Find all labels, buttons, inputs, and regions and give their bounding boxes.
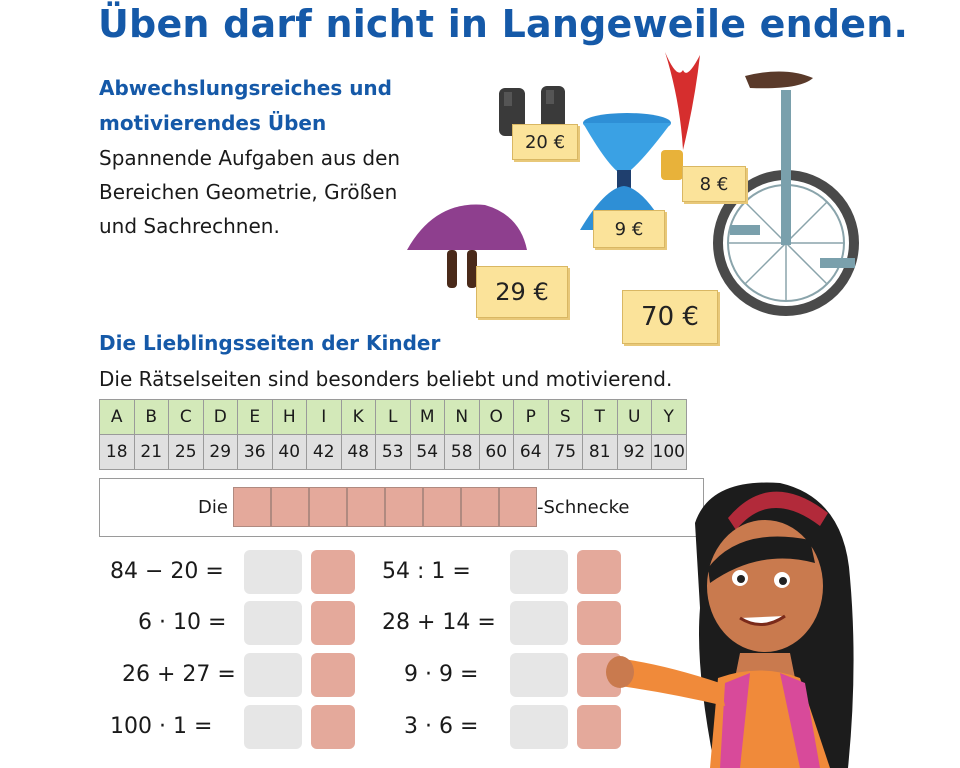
letter-box[interactable] — [311, 653, 355, 697]
cipher-letter: L — [375, 399, 411, 435]
section2-text: Die Rätselseiten sind besonders beliebt … — [99, 367, 673, 391]
price-tag-70: 70 € — [622, 290, 718, 344]
answer-cell[interactable] — [461, 487, 499, 527]
section1-text-line1: Spannende Aufgaben aus den — [99, 146, 401, 170]
price-tag-9: 9 € — [593, 210, 665, 248]
cipher-number: 40 — [271, 434, 307, 470]
result-box[interactable] — [510, 601, 568, 645]
equation-right-2: 28 + 14 = — [382, 610, 496, 635]
answer-cells — [233, 487, 537, 527]
section1-text-line3: und Sachrechnen. — [99, 214, 280, 238]
cipher-number: 60 — [478, 434, 514, 470]
feather-icon — [661, 52, 700, 180]
helmet-icon — [407, 204, 527, 288]
equation-left-2: 6 · 10 = — [138, 610, 227, 635]
letter-box[interactable] — [311, 601, 355, 645]
cipher-letter: H — [271, 399, 307, 435]
cipher-letter: Y — [651, 399, 687, 435]
cipher-letter: P — [513, 399, 549, 435]
result-box[interactable] — [244, 653, 302, 697]
equation-left-3: 26 + 27 = — [122, 662, 236, 687]
unicycle-icon — [713, 71, 859, 316]
price-tag-29: 29 € — [476, 266, 568, 318]
page-title: Üben darf nicht in Langeweile enden. — [98, 2, 909, 46]
answer-box: Die -Schnecke — [99, 478, 704, 537]
result-box[interactable] — [510, 653, 568, 697]
cipher-letters-row: A B C D E H I K L M N O P S T U Y — [99, 399, 687, 435]
cipher-numbers-row: 18 21 25 29 36 40 42 48 53 54 58 60 64 7… — [99, 434, 687, 470]
cipher-letter: M — [409, 399, 445, 435]
result-box[interactable] — [244, 601, 302, 645]
sports-items-illustration — [407, 52, 859, 316]
cipher-number: 29 — [202, 434, 238, 470]
letter-box[interactable] — [577, 550, 621, 594]
cipher-letter: D — [202, 399, 238, 435]
section1-text-line2: Bereichen Geometrie, Größen — [99, 180, 398, 204]
cipher-number: 53 — [375, 434, 411, 470]
section1-heading: Abwechslungsreiches und motivierendes Üb… — [99, 71, 392, 141]
cipher-letter: B — [133, 399, 169, 435]
result-box[interactable] — [510, 705, 568, 749]
answer-cell[interactable] — [499, 487, 537, 527]
equation-left-4: 100 · 1 = — [110, 714, 213, 739]
price-tag-8: 8 € — [682, 166, 746, 202]
answer-cell[interactable] — [233, 487, 271, 527]
cipher-table: A B C D E H I K L M N O P S T U Y 18 21 … — [99, 399, 687, 470]
cipher-letter: C — [168, 399, 204, 435]
answer-cell[interactable] — [385, 487, 423, 527]
price-tag-20: 20 € — [512, 124, 578, 160]
cipher-letter: U — [616, 399, 652, 435]
cipher-letter: A — [99, 399, 135, 435]
result-box[interactable] — [244, 705, 302, 749]
section2-heading: Die Lieblingsseiten der Kinder — [99, 331, 441, 355]
cipher-letter: E — [237, 399, 273, 435]
cipher-letter: K — [340, 399, 376, 435]
cipher-number: 48 — [340, 434, 376, 470]
equation-right-3: 9 · 9 = — [404, 662, 479, 687]
equation-right-4: 3 · 6 = — [404, 714, 479, 739]
cipher-number: 81 — [582, 434, 618, 470]
equation-right-1: 54 : 1 = — [382, 559, 471, 584]
cipher-letter: N — [444, 399, 480, 435]
answer-cell[interactable] — [423, 487, 461, 527]
cipher-number: 100 — [651, 434, 687, 470]
answer-cell[interactable] — [271, 487, 309, 527]
cipher-number: 36 — [237, 434, 273, 470]
equation-left-1: 84 − 20 = — [110, 559, 224, 584]
cipher-letter: I — [306, 399, 342, 435]
answer-prefix: Die — [198, 497, 228, 518]
cipher-number: 25 — [168, 434, 204, 470]
section1-heading-line1: Abwechslungsreiches und — [99, 76, 392, 100]
cipher-letter: T — [582, 399, 618, 435]
cipher-number: 21 — [133, 434, 169, 470]
cipher-letter: S — [547, 399, 583, 435]
answer-cell[interactable] — [309, 487, 347, 527]
cipher-number: 75 — [547, 434, 583, 470]
letter-box[interactable] — [577, 705, 621, 749]
cipher-number: 92 — [616, 434, 652, 470]
result-box[interactable] — [244, 550, 302, 594]
answer-suffix: -Schnecke — [537, 497, 630, 518]
letter-box[interactable] — [311, 550, 355, 594]
cipher-number: 18 — [99, 434, 135, 470]
section1-heading-line2: motivierendes Üben — [99, 111, 327, 135]
result-box[interactable] — [510, 550, 568, 594]
letter-box[interactable] — [577, 601, 621, 645]
cipher-number: 54 — [409, 434, 445, 470]
cipher-letter: O — [478, 399, 514, 435]
answer-cell[interactable] — [347, 487, 385, 527]
cipher-number: 58 — [444, 434, 480, 470]
section1-text: Spannende Aufgaben aus den Bereichen Geo… — [99, 141, 400, 243]
letter-box[interactable] — [311, 705, 355, 749]
cipher-number: 42 — [306, 434, 342, 470]
cipher-number: 64 — [513, 434, 549, 470]
girl-illustration — [606, 482, 854, 768]
